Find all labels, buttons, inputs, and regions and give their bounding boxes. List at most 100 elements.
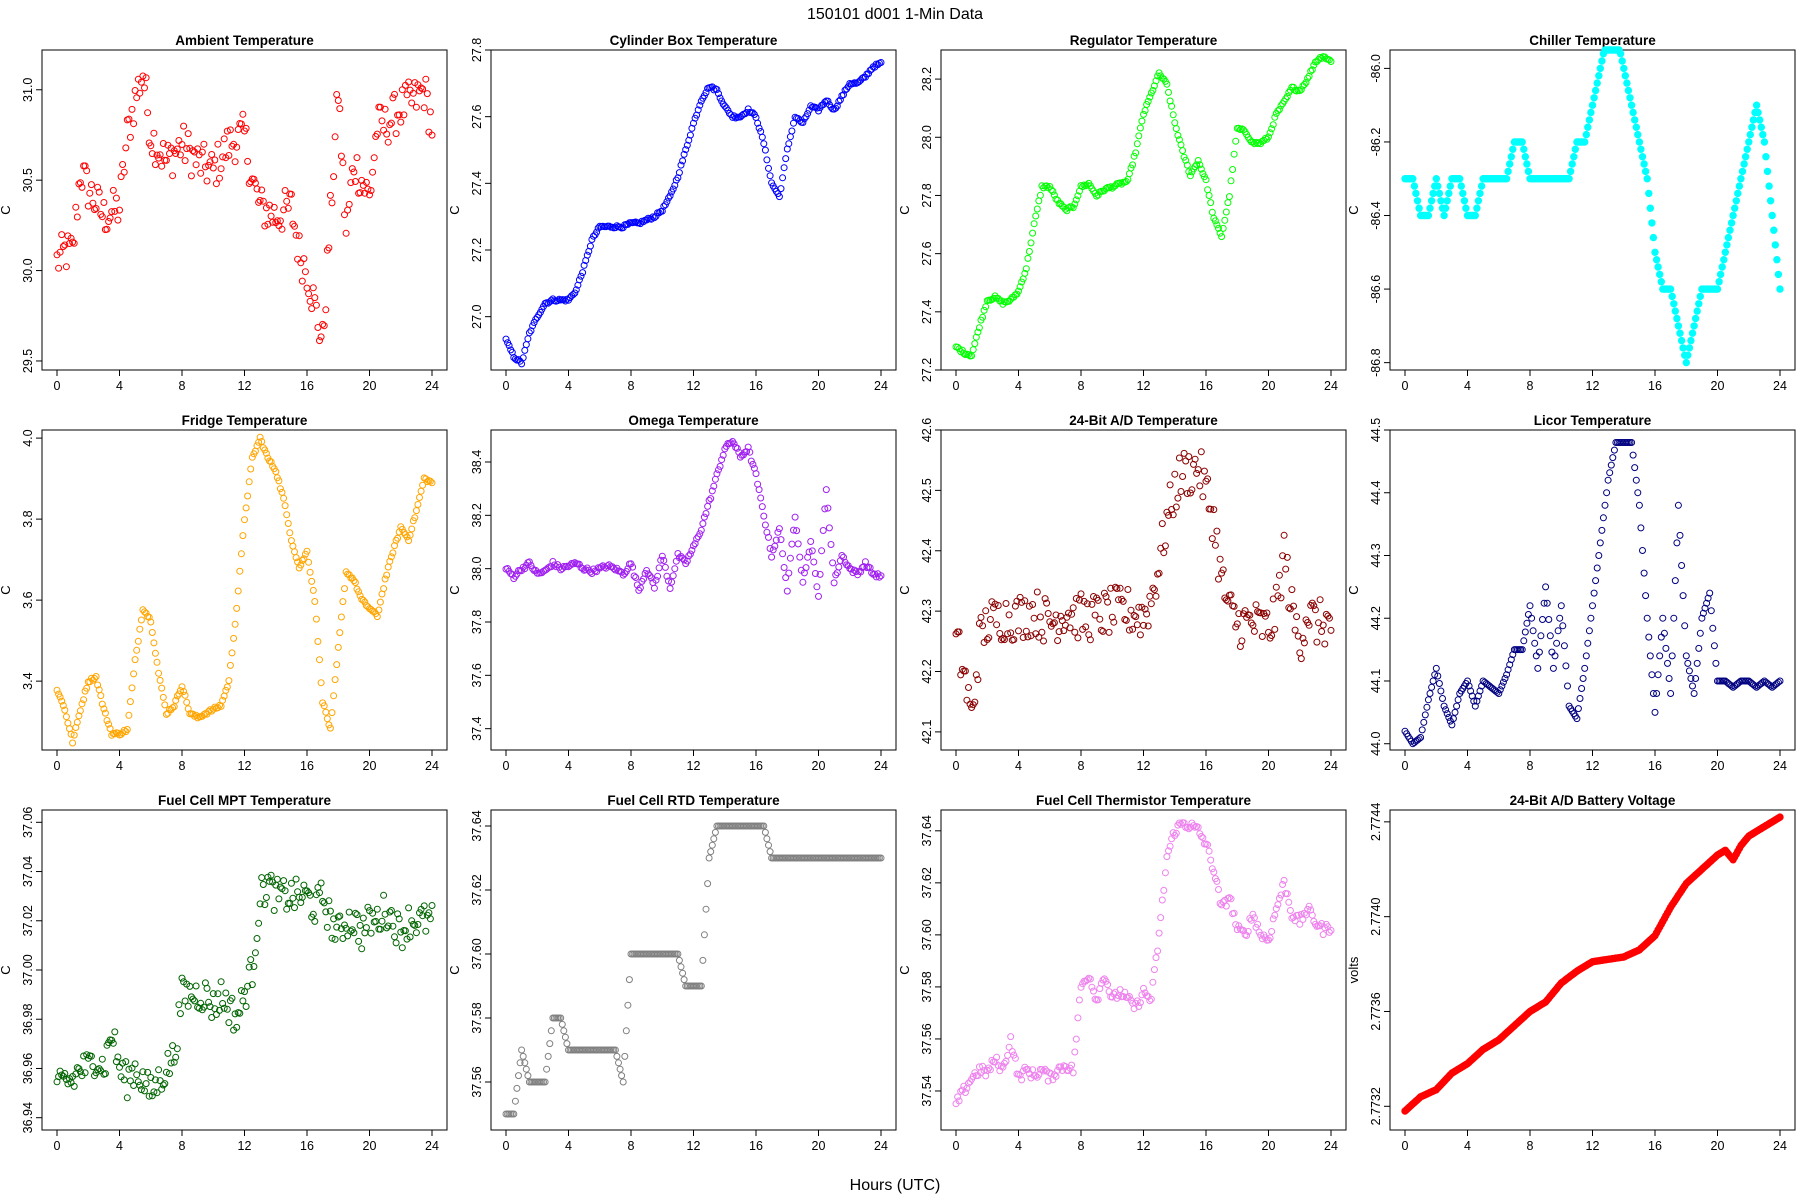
y-axis-label: C: [447, 585, 462, 594]
data-point: [142, 1080, 150, 1088]
data-point: [1765, 182, 1773, 190]
data-point: [278, 488, 286, 496]
data-point: [1632, 123, 1641, 131]
data-point: [654, 572, 662, 580]
data-point: [337, 613, 345, 621]
data-point: [668, 578, 676, 586]
data-point: [993, 621, 1001, 629]
plot-frame: [41, 49, 448, 371]
data-point: [1582, 652, 1590, 660]
data-point: [1596, 64, 1605, 73]
data-point: [55, 264, 63, 272]
data-point: [543, 1065, 551, 1073]
data-point: [671, 565, 679, 573]
data-point: [350, 577, 358, 585]
data-point: [1523, 160, 1531, 168]
data-point: [105, 218, 113, 225]
data-point: [1274, 107, 1282, 115]
data-point: [225, 152, 233, 159]
data-point: [1532, 652, 1540, 660]
data-point: [392, 130, 400, 138]
data-point: [1275, 894, 1283, 902]
x-tick-label: 16: [1648, 759, 1662, 773]
data-point: [101, 1070, 109, 1078]
y-tick-label: 37.58: [920, 971, 934, 1002]
data-point: [384, 922, 392, 930]
data-point: [1635, 138, 1644, 146]
data-point: [1227, 591, 1235, 599]
data-point: [1271, 911, 1279, 919]
data-point: [311, 294, 319, 302]
panel-title: Cylinder Box Temperature: [610, 33, 778, 48]
x-tick-label: 4: [565, 379, 572, 393]
data-point: [164, 709, 172, 717]
data-point: [1183, 161, 1191, 169]
data-point: [236, 567, 244, 575]
data-point: [191, 997, 198, 1005]
data-point: [242, 1003, 250, 1010]
data-point: [1216, 229, 1224, 237]
data-point: [791, 113, 799, 121]
data-point: [261, 901, 269, 909]
data-point: [383, 130, 391, 138]
data-point: [1275, 571, 1283, 579]
data-point: [1179, 473, 1187, 480]
data-point: [1582, 130, 1591, 139]
x-tick-label: 16: [1648, 379, 1662, 393]
data-point: [713, 470, 721, 478]
data-point: [1150, 586, 1158, 594]
data-point: [286, 529, 294, 537]
data-point: [1002, 600, 1010, 607]
data-point: [696, 101, 704, 109]
data-point: [181, 691, 189, 699]
data-point: [1445, 713, 1453, 721]
data-point: [1099, 976, 1107, 984]
data-point: [986, 616, 994, 623]
data-point: [1496, 686, 1504, 694]
x-tick-label: 8: [179, 379, 186, 393]
data-point: [1296, 649, 1304, 657]
data-point: [337, 152, 345, 160]
data-point: [273, 217, 281, 225]
x-tick-label: 4: [1464, 379, 1471, 393]
data-point: [1152, 954, 1160, 962]
data-point: [1222, 902, 1230, 910]
data-point: [1670, 614, 1678, 622]
data-point: [769, 546, 777, 554]
data-point: [98, 700, 106, 708]
data-point: [961, 667, 969, 675]
data-point: [178, 683, 186, 691]
data-point: [114, 216, 122, 224]
data-point: [1664, 659, 1671, 667]
data-point: [761, 521, 769, 529]
x-tick-label: 4: [1464, 1139, 1471, 1153]
data-point: [1268, 632, 1276, 639]
x-tick-label: 24: [1773, 379, 1787, 393]
data-point: [1244, 928, 1252, 935]
data-point: [605, 222, 613, 230]
data-point: [245, 478, 253, 486]
data-point: [233, 1023, 241, 1031]
x-tick-label: 0: [953, 379, 960, 393]
data-point: [1000, 1059, 1008, 1067]
data-point: [1205, 847, 1213, 855]
data-point: [125, 115, 133, 123]
data-point: [774, 528, 782, 536]
data-point: [1424, 696, 1432, 704]
data-point: [1105, 628, 1113, 636]
data-point: [1595, 552, 1603, 559]
data-point: [317, 333, 325, 341]
data-point: [1177, 820, 1185, 828]
data-point: [1105, 184, 1113, 192]
data-point: [228, 649, 236, 657]
x-tick-label: 20: [1262, 379, 1276, 393]
data-point: [752, 470, 760, 478]
data-point: [1763, 167, 1772, 176]
data-point: [380, 891, 388, 899]
data-point: [850, 566, 858, 574]
data-point: [1204, 475, 1212, 483]
y-tick-label: 44.0: [1369, 732, 1383, 756]
data-point: [248, 981, 256, 989]
data-point: [1696, 629, 1704, 637]
